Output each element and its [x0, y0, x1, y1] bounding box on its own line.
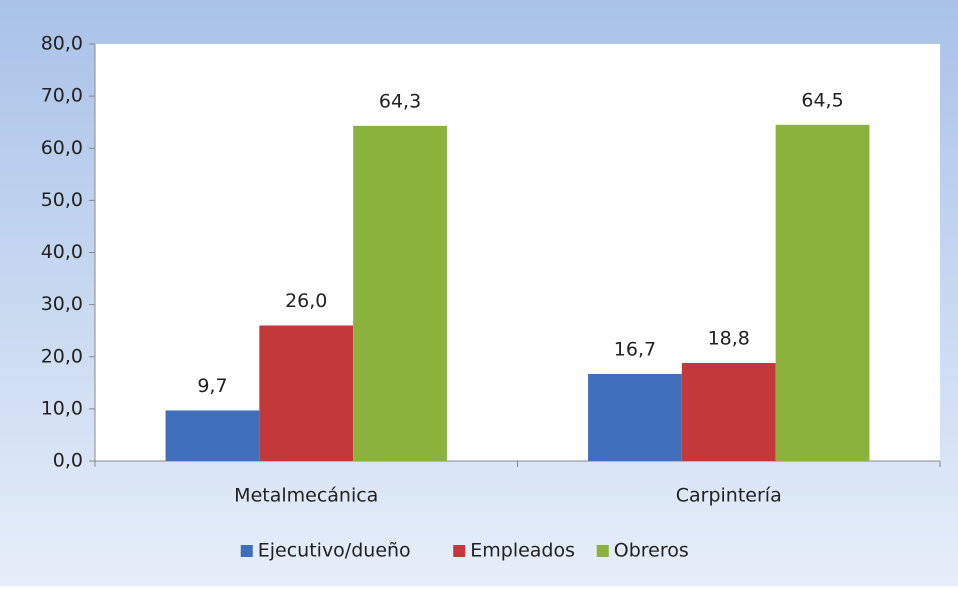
y-tick-label: 60,0	[41, 137, 83, 159]
legend-swatch	[453, 545, 466, 557]
value-label: 64,5	[801, 89, 843, 111]
legend-swatch	[240, 545, 253, 557]
legend-label: Obreros	[614, 540, 689, 562]
y-tick-label: 0,0	[53, 450, 83, 472]
y-tick-label: 10,0	[41, 397, 83, 419]
y-tick-label: 70,0	[41, 85, 83, 107]
y-tick-label: 20,0	[41, 345, 83, 367]
value-label: 26,0	[285, 290, 327, 312]
value-label: 9,7	[197, 375, 227, 397]
bar	[353, 125, 447, 462]
value-label: 18,8	[708, 328, 750, 350]
bar	[775, 124, 870, 461]
legend-label: Empleados	[470, 540, 575, 562]
y-tick-label: 50,0	[41, 189, 83, 211]
x-tick-label: Metalmecánica	[234, 485, 378, 507]
bar	[588, 373, 682, 461]
y-tick-label: 30,0	[41, 293, 83, 315]
legend-swatch	[596, 545, 609, 557]
bar	[165, 410, 260, 461]
legend-label: Ejecutivo/dueño	[258, 540, 411, 562]
bar	[681, 363, 776, 461]
value-label: 64,3	[379, 90, 421, 112]
y-tick-label: 80,0	[41, 33, 83, 55]
value-label: 16,7	[614, 338, 656, 360]
y-tick-label: 40,0	[41, 241, 83, 263]
bar	[259, 325, 354, 461]
x-tick-label: Carpintería	[676, 485, 782, 507]
